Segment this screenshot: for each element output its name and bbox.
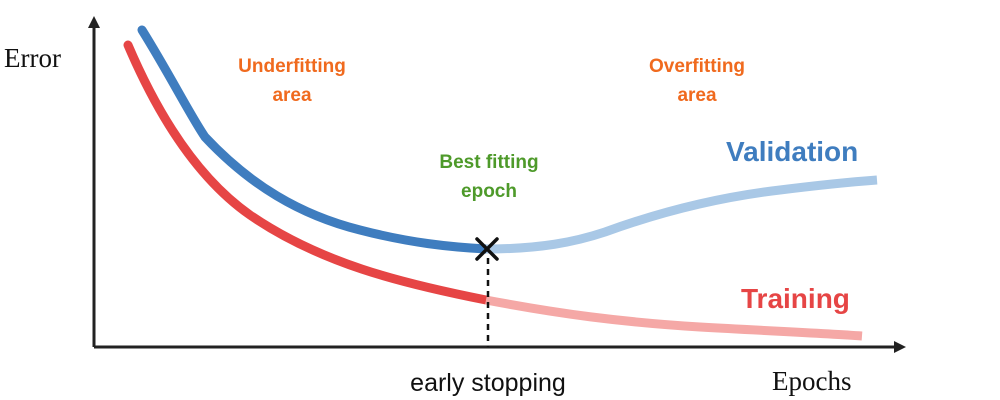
y-axis-label: Error [4, 43, 61, 73]
underfitting-label-line1: Underfitting [238, 56, 346, 77]
validation-label: Validation [726, 136, 858, 167]
overfitting-label-line1: Overfitting [649, 56, 745, 77]
early-stopping-caption: early stopping [410, 369, 566, 397]
validation-curve-fitting [137, 25, 491, 254]
training-label: Training [741, 283, 850, 314]
underfitting-label-line2: area [272, 85, 312, 106]
best-fitting-label-line2: epoch [461, 181, 517, 202]
x-axis-label: Epochs [772, 366, 851, 396]
best-fitting-label-line1: Best fitting [439, 152, 538, 173]
training-curve-fitting [123, 40, 491, 305]
validation-curve-overfitting [485, 175, 878, 254]
best-epoch-marker [475, 237, 499, 261]
training-curve-overfitting [485, 295, 863, 341]
overfitting-label-line2: area [677, 85, 717, 106]
